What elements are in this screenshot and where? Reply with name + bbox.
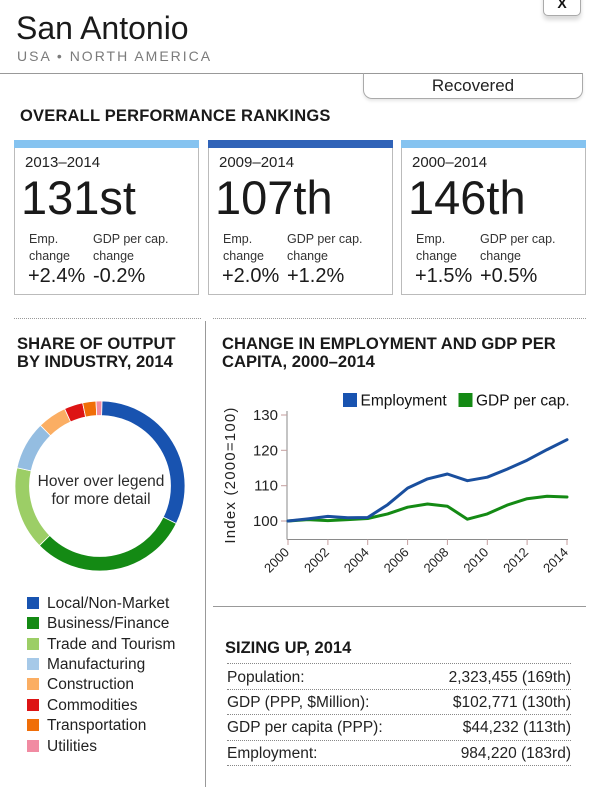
- svg-text:2000: 2000: [261, 545, 292, 576]
- svg-text:2012: 2012: [500, 545, 531, 576]
- svg-text:120: 120: [253, 442, 278, 459]
- svg-text:Index (2000=100): Index (2000=100): [222, 406, 239, 543]
- svg-text:2008: 2008: [420, 545, 451, 576]
- svg-text:130: 130: [253, 407, 278, 424]
- svg-text:100: 100: [253, 513, 278, 530]
- svg-text:GDP per cap.: GDP per cap.: [476, 393, 570, 410]
- svg-text:2006: 2006: [381, 545, 412, 576]
- svg-text:2014: 2014: [540, 545, 571, 576]
- svg-text:2002: 2002: [301, 545, 332, 576]
- svg-text:Employment: Employment: [361, 393, 448, 410]
- svg-text:2010: 2010: [460, 545, 491, 576]
- svg-text:110: 110: [254, 478, 278, 495]
- svg-text:2004: 2004: [341, 545, 372, 576]
